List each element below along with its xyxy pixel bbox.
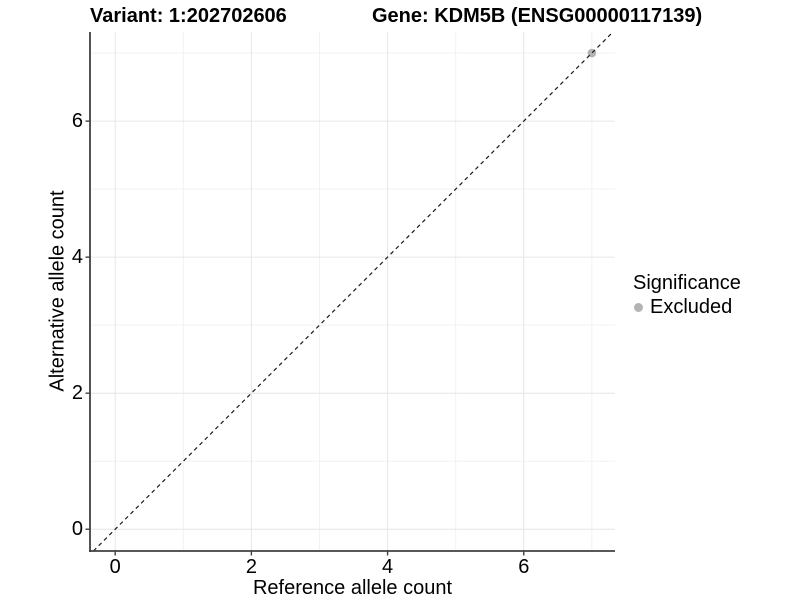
x-axis-title: Reference allele count: [252, 577, 452, 599]
x-tick-label: 6: [518, 556, 530, 578]
identity-reference-line: [92, 31, 614, 552]
y-axis-title: Alternative allele count: [46, 190, 69, 392]
x-tick-label: 2: [245, 556, 257, 578]
legend-item-excluded: Excluded: [634, 296, 741, 318]
legend: Significance Excluded: [633, 272, 741, 318]
y-tick-label: 0: [71, 518, 83, 541]
y-tick-label: 2: [71, 382, 83, 405]
plot-title-variant: Variant: 1:202702606: [90, 5, 287, 27]
plot-title-gene: Gene: KDM5B (ENSG00000117139): [372, 5, 703, 27]
x-tick-label: 0: [109, 556, 121, 578]
y-tick-label: 6: [71, 110, 83, 133]
excluded-point-icon: [634, 302, 643, 312]
y-tick-label: 4: [71, 246, 83, 269]
legend-title: Significance: [633, 272, 741, 294]
legend-item-label: Excluded: [650, 296, 733, 318]
x-tick-label: 4: [382, 556, 394, 578]
